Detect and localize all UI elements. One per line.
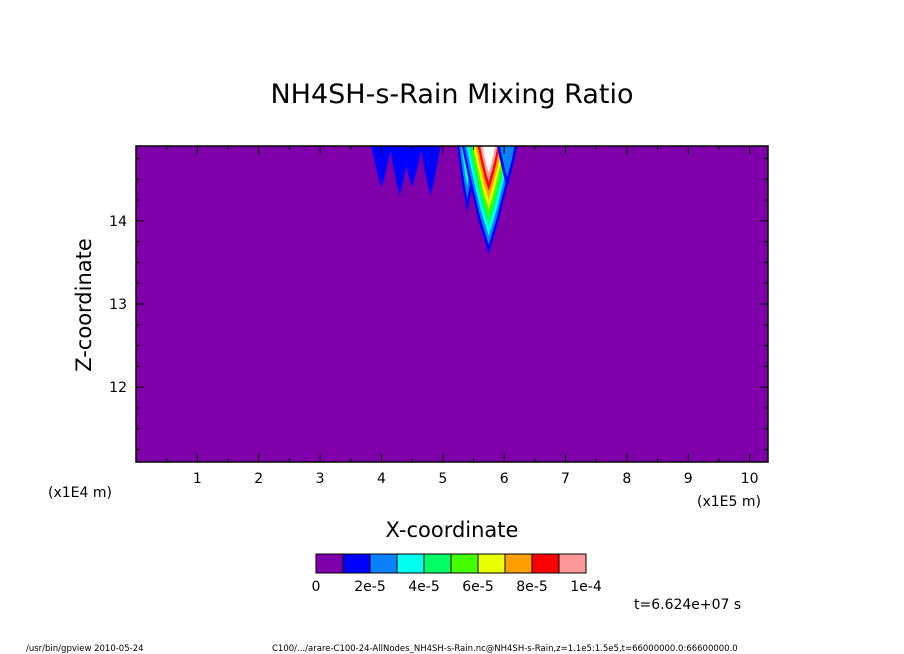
- feature-0-level-1: [371, 146, 392, 188]
- x-tick-label: 7: [561, 471, 570, 487]
- colorbar-swatch-0: [315, 553, 344, 574]
- feature-2-level-1: [402, 146, 423, 188]
- colorbar-swatch-8: [531, 553, 560, 574]
- colorbar-swatch-5: [450, 553, 479, 574]
- colorbar-label: 8e-5: [516, 579, 547, 595]
- feature-5: [461, 146, 516, 255]
- x-tick-labels: 1 2 3 4 5 6 7 8 9 10: [193, 471, 759, 487]
- plot-background: [136, 146, 768, 462]
- y-tick-label: 14: [109, 214, 127, 230]
- x-tick-label: 9: [684, 471, 693, 487]
- feature-3-level-1: [420, 146, 441, 196]
- footer-left: /usr/bin/gpview 2010-05-24: [26, 644, 144, 654]
- colorbar-swatch-1: [342, 553, 371, 574]
- colorbar-swatch-2: [369, 553, 398, 574]
- colorbar-swatch-6: [477, 553, 506, 574]
- colorbar-swatch-3: [396, 553, 425, 574]
- x-tick-label: 8: [622, 471, 631, 487]
- colorbar-label: 0: [312, 579, 321, 595]
- y-tick-label: 12: [109, 380, 127, 396]
- x-tick-label: 1: [193, 471, 202, 487]
- x-tick-label: 4: [377, 471, 386, 487]
- colorbar: [315, 553, 587, 574]
- x-multiplier-label: (x1E5 m): [697, 494, 761, 510]
- colorbar-label: 6e-5: [462, 579, 493, 595]
- colorbar-label: 2e-5: [354, 579, 385, 595]
- colorbar-swatch-9: [558, 553, 587, 574]
- colorbar-label: 1e-4: [570, 579, 602, 595]
- x-axis-label: X-coordinate: [386, 518, 519, 542]
- time-label: t=6.624e+07 s: [634, 597, 741, 613]
- colorbar-label: 4e-5: [408, 579, 439, 595]
- footer-right: C100/.../arare-C100-24-AllNodes_NH4SH-s-…: [272, 644, 738, 654]
- plot-area: [135, 145, 769, 463]
- x-tick-label: 5: [438, 471, 447, 487]
- colorbar-swatch-4: [423, 553, 452, 574]
- y-axis-label: Z-coordinate: [72, 238, 96, 372]
- feature-2: [402, 146, 423, 188]
- z-multiplier-label: (x1E4 m): [48, 485, 112, 501]
- colorbar-swatch-7: [504, 553, 533, 574]
- feature-0: [371, 146, 392, 188]
- x-tick-label: 3: [316, 471, 325, 487]
- feature-6: [497, 146, 518, 188]
- colorbar-labels: 0 2e-5 4e-5 6e-5 8e-5 1e-4: [312, 579, 602, 595]
- x-tick-label: 6: [500, 471, 509, 487]
- feature-3: [420, 146, 441, 196]
- feature-5-level-10: [482, 146, 496, 173]
- feature-6-level-2: [499, 146, 515, 178]
- x-tick-label: 2: [254, 471, 263, 487]
- axis-ticks: [136, 146, 768, 462]
- x-tick-label: 10: [741, 471, 759, 487]
- chart-title: NH4SH-s-Rain Mixing Ratio: [270, 79, 633, 110]
- y-tick-labels: 12 13 14: [109, 214, 127, 396]
- y-tick-label: 13: [109, 297, 127, 313]
